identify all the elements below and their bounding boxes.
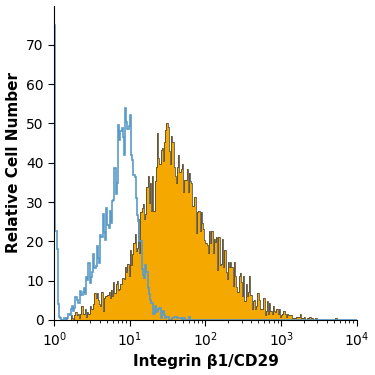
X-axis label: Integrin β1/CD29: Integrin β1/CD29	[132, 354, 278, 369]
Y-axis label: Relative Cell Number: Relative Cell Number	[6, 72, 21, 253]
